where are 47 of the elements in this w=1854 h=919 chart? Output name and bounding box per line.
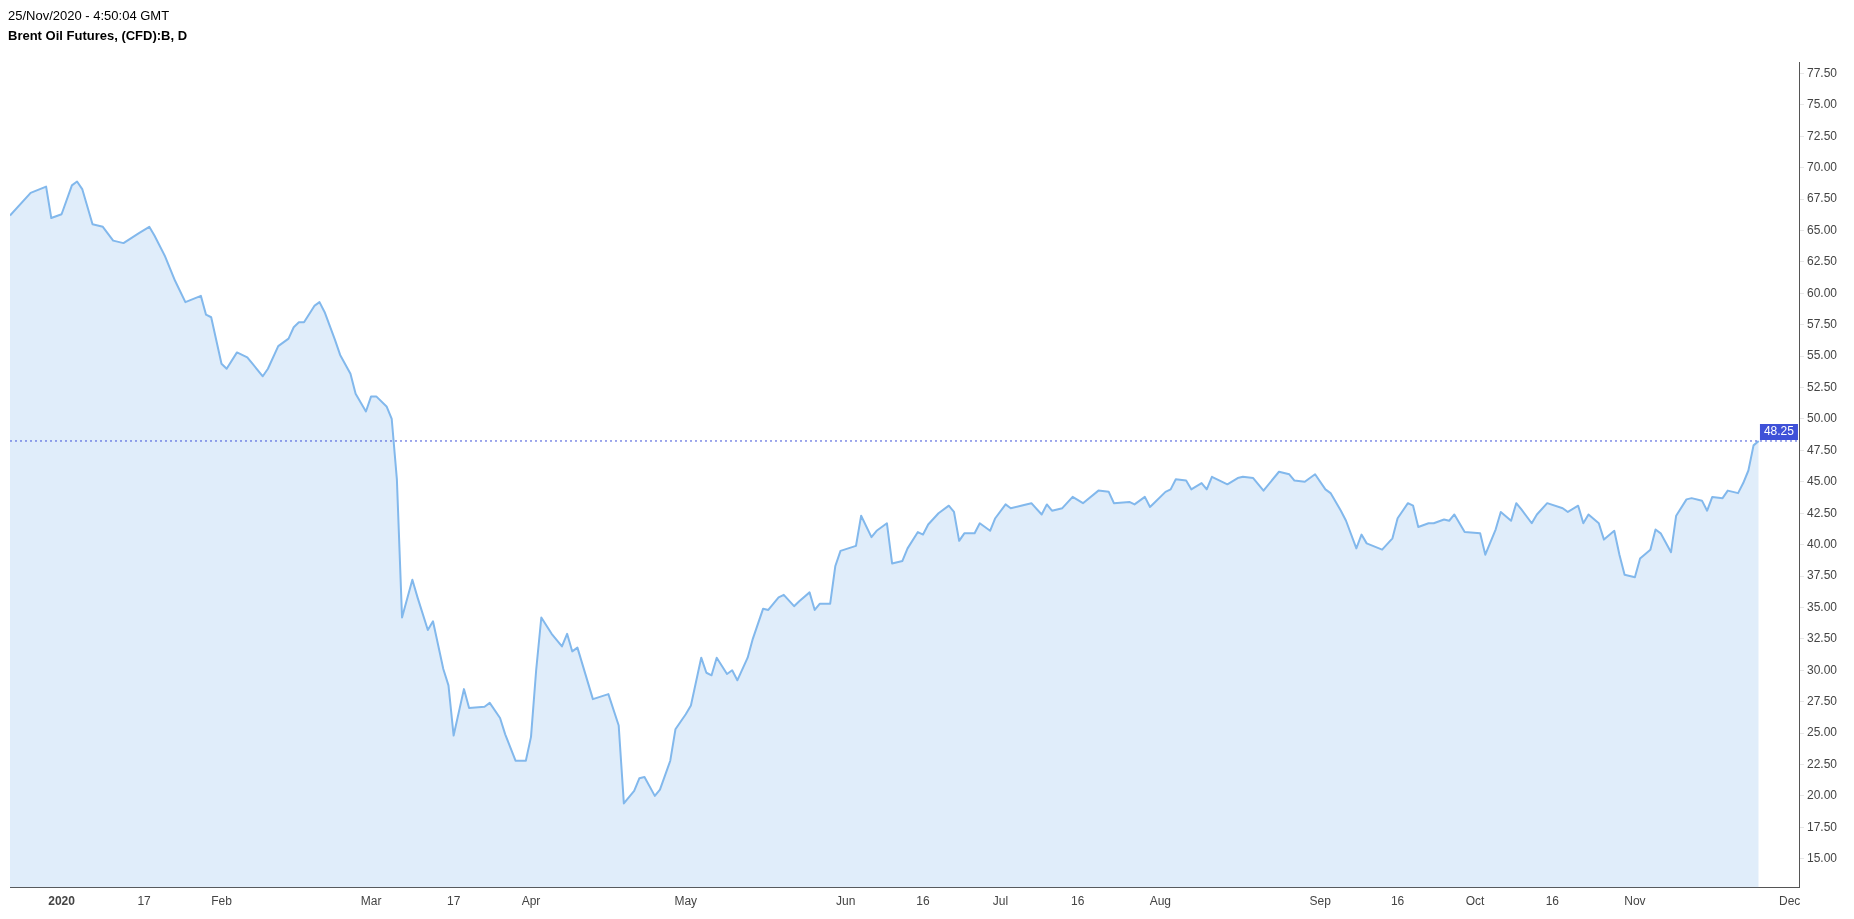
y-tick-label: 20.00 [1806,788,1838,803]
x-tick-label: Nov [1624,894,1646,909]
y-tick-label: 27.50 [1806,693,1838,708]
x-tick-label: 16 [1071,894,1085,909]
y-tick-label: 22.50 [1806,756,1838,771]
x-tick-label: Jun [835,894,856,909]
x-tick-label: 17 [137,894,152,909]
y-tick-label: 45.00 [1806,474,1838,489]
y-tick-label: 72.50 [1806,128,1838,143]
x-tick-label: 2020 [48,894,76,909]
text: 25/Nov/2020 - 4:50:04 GMT [8,8,171,25]
x-tick-label: Oct [1465,894,1485,909]
y-tick-label: 30.00 [1806,662,1838,677]
x-tick-label: Aug [1149,894,1172,909]
y-tick-label: 40.00 [1806,536,1838,551]
y-tick-label: 42.50 [1806,505,1838,520]
y-tick-label: 15.00 [1806,851,1838,866]
x-tick-label: 16 [1390,894,1405,909]
y-tick-label: 57.50 [1806,317,1838,332]
x-tick-label: Apr [521,894,541,909]
y-tick-label: 75.00 [1806,97,1838,112]
x-tick-label: 17 [446,894,461,909]
y-tick-label: 67.50 [1806,191,1838,206]
ref-line-label: 48.25 [1763,424,1795,439]
x-tick-label: 16 [1545,894,1560,909]
y-tick-label: 60.00 [1806,285,1838,300]
y-tick-label: 70.00 [1806,160,1838,175]
y-tick-label: 65.00 [1806,222,1838,237]
x-tick-label: Jul [992,894,1009,909]
y-tick-label: 50.00 [1806,411,1838,426]
y-tick-label: 17.50 [1806,819,1838,834]
y-tick-label: 55.00 [1806,348,1838,363]
chart-title: Brent Oil Futures, (CFD):B, D [8,28,189,45]
y-tick-label: 25.00 [1806,725,1838,740]
y-tick-label: 77.50 [1806,65,1838,80]
y-tick-label: 37.50 [1806,568,1838,583]
x-tick-label: Dec [1778,894,1801,909]
y-tick-label: 47.50 [1806,442,1838,457]
y-tick-label: 35.00 [1806,599,1838,614]
y-tick-label: 52.50 [1806,379,1838,394]
x-tick-label: Sep [1309,894,1332,909]
y-tick-label: 32.50 [1806,631,1838,646]
x-tick-label: Feb [211,894,233,909]
y-tick-label: 62.50 [1806,254,1838,269]
x-tick-label: May [674,894,698,909]
x-tick-label: 16 [916,894,931,909]
x-tick-label: Mar [360,894,382,909]
